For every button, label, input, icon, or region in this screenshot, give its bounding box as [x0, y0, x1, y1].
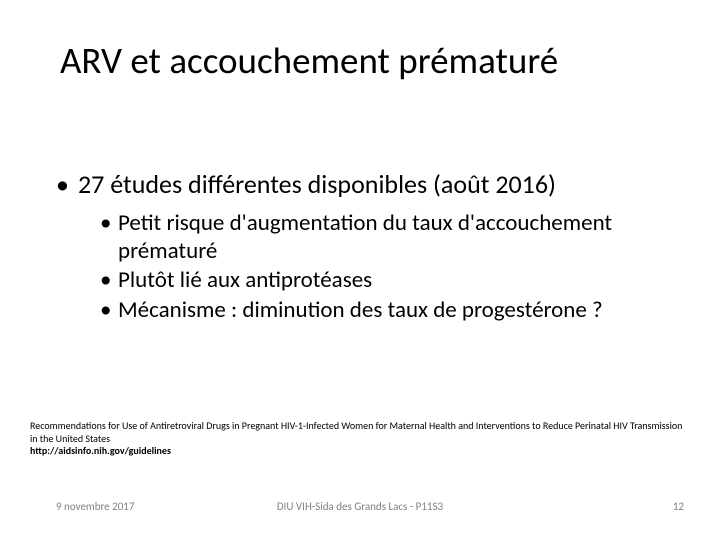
bullet-level2-text: Petit risque d'augmentation du taux d'ac…: [118, 210, 690, 265]
bullet-level2: • Mécanisme : diminution des taux de pro…: [100, 297, 690, 325]
bullet-dot-icon: •: [100, 297, 118, 325]
bullet-dot-icon: •: [100, 210, 118, 265]
bullet-level1: • 27 études différentes disponibles (aoû…: [56, 168, 690, 200]
bullet-level2-text: Plutôt lié aux antiprotéases: [118, 267, 372, 295]
bullet-level2: • Petit risque d'augmentation du taux d'…: [100, 210, 690, 265]
footer-page-number: 12: [673, 500, 684, 513]
reference-block: Recommendations for Use of Antiretrovira…: [30, 420, 690, 458]
reference-link: http://aidsinfo.nih.gov/guidelines: [30, 445, 690, 458]
reference-text: Recommendations for Use of Antiretrovira…: [30, 420, 690, 445]
bullet-dot-icon: •: [56, 168, 78, 200]
bullet-level2: • Plutôt lié aux antiprotéases: [100, 267, 690, 295]
footer-center: DIU VIH-Sida des Grands Lacs - P11S3: [0, 500, 720, 513]
slide-title: ARV et accouchement prématuré: [60, 38, 680, 83]
slide-footer: 9 novembre 2017 DIU VIH-Sida des Grands …: [0, 500, 720, 520]
bullet-level2-group: • Petit risque d'augmentation du taux d'…: [100, 210, 690, 324]
bullet-dot-icon: •: [100, 267, 118, 295]
bullet-level1-text: 27 études différentes disponibles (août …: [78, 168, 556, 200]
bullet-level2-text: Mécanisme : diminution des taux de proge…: [118, 297, 603, 325]
slide-body: • 27 études différentes disponibles (aoû…: [56, 168, 690, 326]
